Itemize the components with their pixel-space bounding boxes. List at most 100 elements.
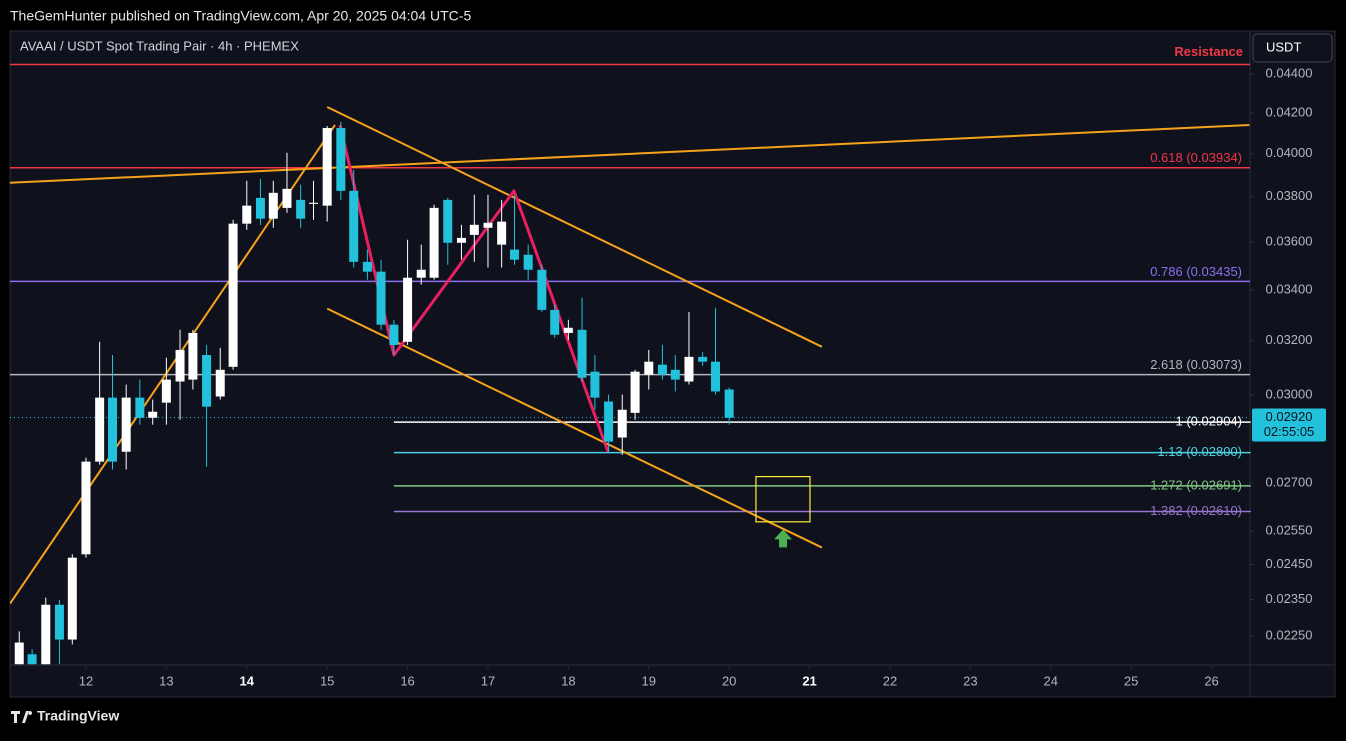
candle-body [376, 271, 386, 325]
candle-body [617, 409, 627, 438]
candle-body [54, 604, 64, 640]
candle-body [657, 364, 667, 375]
candle-body [537, 269, 547, 310]
level-label: 1.272 (0.02691) [1150, 477, 1242, 492]
candle-body [604, 401, 614, 442]
trend-line [10, 124, 336, 605]
candle-body [403, 277, 413, 342]
candle-body [41, 604, 51, 665]
candle-body [135, 397, 145, 418]
candle-body [81, 461, 91, 555]
y-tick-label: 0.03600 [1266, 234, 1313, 249]
x-tick-label: 15 [320, 673, 334, 688]
axes: 0.04400 0.04200 0.04000 0.03800 0.03600 0.034… [79, 65, 1313, 688]
candle-body [670, 369, 680, 380]
trend-line [326, 106, 823, 348]
candle-body [95, 397, 105, 462]
trend-line [326, 307, 823, 549]
chart-title: AVAAI / USDT Spot Trading Pair · 4h · PH… [20, 38, 299, 53]
candle-body [550, 309, 560, 335]
level-label: 1.382 (0.02610) [1150, 503, 1242, 518]
candle-body [148, 411, 158, 418]
y-tick-label: 0.02700 [1266, 475, 1313, 490]
level-label: 1.13 (0.02800) [1157, 444, 1242, 459]
y-tick-label: 0.02450 [1266, 556, 1313, 571]
x-tick-label: 12 [79, 673, 93, 688]
x-tick-label: 26 [1204, 673, 1218, 688]
footer-logo-text: TradingView [37, 708, 119, 724]
candle-body [336, 128, 346, 191]
candle-body [523, 254, 533, 270]
candle-body [322, 128, 332, 206]
candle-body [497, 221, 507, 245]
y-tick-label: 0.04000 [1266, 145, 1313, 160]
candle-body [698, 356, 708, 362]
level-label: 2.618 (0.03073) [1150, 357, 1242, 372]
x-tick-label: 19 [642, 673, 656, 688]
candle-body [296, 199, 306, 219]
candle-body [228, 223, 238, 367]
candle-body [27, 654, 37, 665]
candle-body [121, 397, 131, 452]
candle-body [416, 269, 426, 278]
x-tick-label: 24 [1044, 673, 1058, 688]
candle-body [202, 355, 212, 407]
target-box [755, 475, 811, 523]
candle-body [309, 202, 319, 204]
level-label: 0.786 (0.03435) [1150, 264, 1242, 279]
candle-body [577, 329, 587, 378]
x-tick-label: 13 [159, 673, 173, 688]
x-tick-label: 21 [802, 673, 816, 688]
y-tick-label: 0.02250 [1266, 627, 1313, 642]
x-tick-label: 25 [1124, 673, 1138, 688]
trend-line [338, 124, 610, 453]
candle-body [443, 199, 453, 243]
candle-body [456, 237, 466, 243]
candle-body [14, 642, 24, 665]
candle-body [630, 371, 640, 413]
y-tick-label: 0.03000 [1266, 386, 1313, 401]
last-price-tag [1252, 408, 1326, 442]
footer-logo: TradingView [11, 708, 119, 724]
x-tick-label: 17 [481, 673, 495, 688]
countdown-label: 02:55:05 [1264, 424, 1315, 439]
y-tick-label: 0.04200 [1266, 104, 1313, 119]
candle-body [711, 361, 721, 392]
level-label: 1 (0.02904) [1176, 414, 1243, 429]
candle-body [349, 190, 359, 262]
candle-body [590, 371, 600, 398]
candle-body [67, 557, 77, 640]
candle-body [268, 192, 278, 219]
x-tick-label: 14 [240, 673, 255, 688]
candle-body [469, 224, 479, 235]
y-tick-label: 0.03200 [1266, 332, 1313, 347]
candle-body [644, 361, 654, 375]
x-tick-label: 23 [963, 673, 977, 688]
candle-body [175, 349, 185, 382]
candle-body [282, 188, 292, 208]
y-tick-label: 0.02350 [1266, 591, 1313, 606]
plot-area [10, 63, 1250, 665]
x-tick-label: 16 [400, 673, 414, 688]
currency-button-label[interactable]: USDT [1266, 39, 1301, 54]
target-arrow [774, 529, 793, 548]
level-label: Resistance [1174, 44, 1243, 59]
x-tick-label: 20 [722, 673, 736, 688]
candle-body [724, 389, 734, 418]
level-label: 0.618 (0.03934) [1150, 150, 1242, 165]
candle-body [108, 397, 118, 462]
x-tick-label: 18 [561, 673, 575, 688]
candle-body [362, 261, 372, 272]
candle-body [215, 369, 225, 397]
y-tick-label: 0.04400 [1266, 65, 1313, 80]
candle-body [510, 249, 520, 260]
candle-body [255, 197, 265, 219]
candle-body [563, 327, 573, 333]
candle-body [429, 207, 439, 278]
candle-body [242, 205, 252, 224]
byline: TheGemHunter published on TradingView.co… [10, 8, 471, 24]
currency-button[interactable] [1252, 33, 1333, 63]
y-tick-label: 0.02550 [1266, 522, 1313, 537]
y-tick-label: 0.03800 [1266, 188, 1313, 203]
